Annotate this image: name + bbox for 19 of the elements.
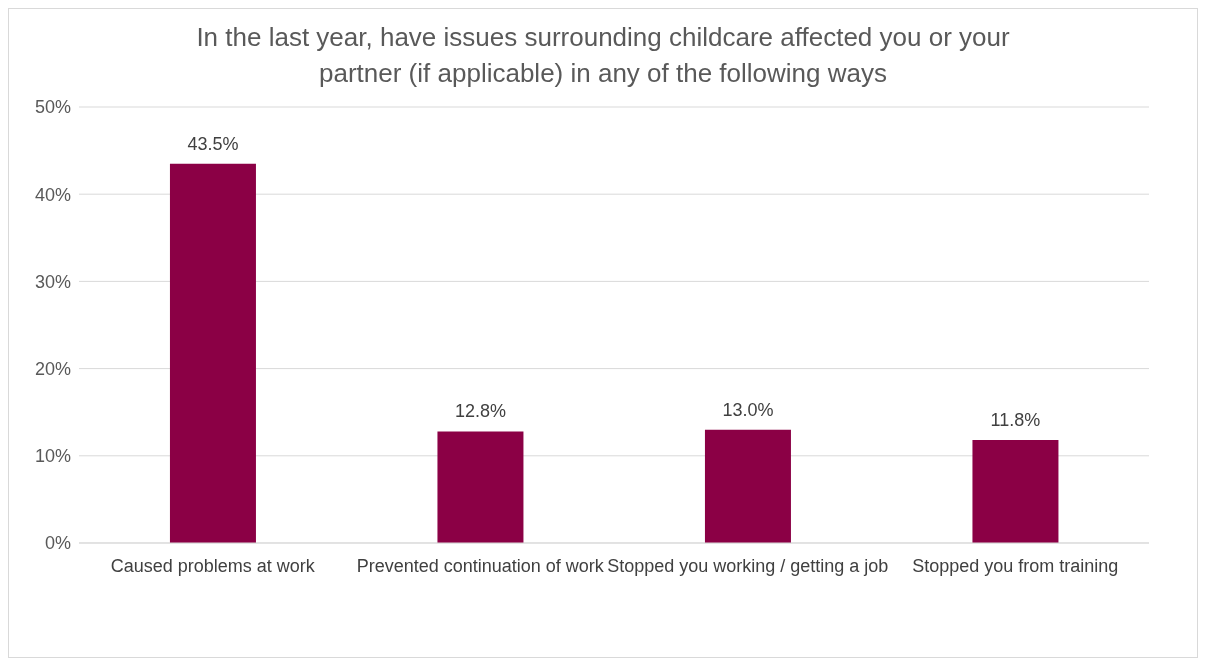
- data-label: 12.8%: [454, 401, 506, 422]
- x-tick-label: Stopped you from training: [912, 555, 1119, 576]
- x-tick-label: Prevented continuation of work: [356, 555, 605, 576]
- y-tick-label: 30%: [34, 271, 71, 292]
- data-label: 13.0%: [722, 399, 774, 420]
- bar: [437, 431, 524, 543]
- y-tick-label: 40%: [34, 184, 71, 205]
- data-label: 43.5%: [187, 133, 239, 154]
- x-tick-label: Caused problems at work: [110, 555, 316, 576]
- y-tick-label: 50%: [34, 97, 71, 118]
- x-tick-label: Stopped you working / getting a job: [607, 555, 889, 576]
- bar: [169, 163, 256, 543]
- bar: [972, 440, 1059, 543]
- y-tick-label: 10%: [34, 446, 71, 467]
- y-tick-label: 0%: [44, 533, 71, 554]
- bar: [704, 429, 791, 543]
- data-label: 11.8%: [990, 410, 1041, 431]
- chart-title: In the last year, have issues surrounding childcare affected you or your partner (if applicable) in any of the following ways: [195, 21, 1011, 90]
- y-tick-label: 20%: [34, 358, 71, 379]
